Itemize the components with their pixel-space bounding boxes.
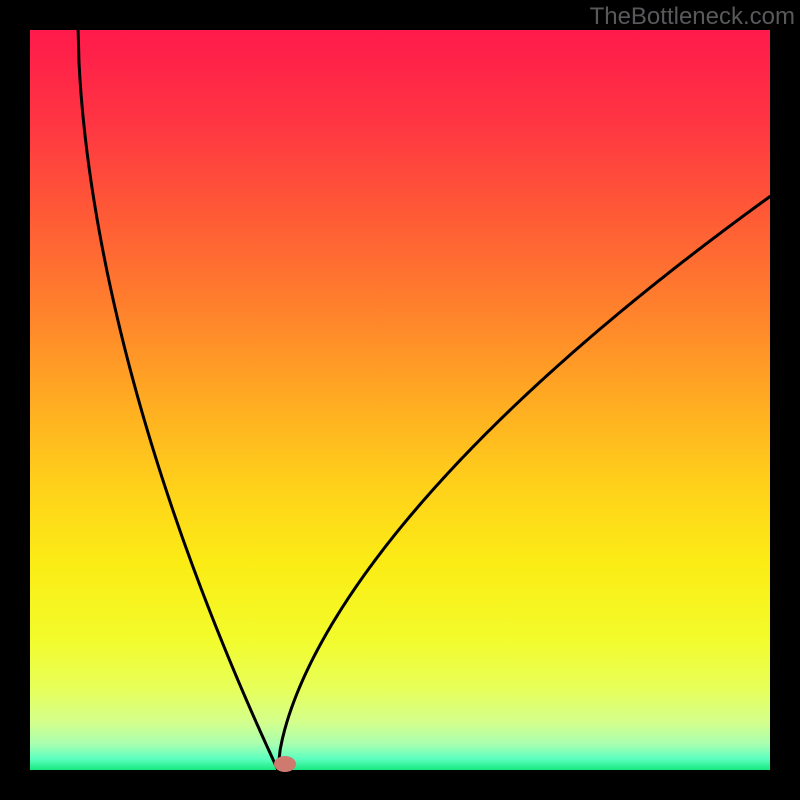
bottleneck-curve-path (78, 30, 770, 770)
chart-frame: TheBottleneck.com (0, 0, 800, 800)
watermark-text: TheBottleneck.com (590, 3, 795, 31)
apex-marker (274, 756, 296, 772)
bottleneck-curve (0, 0, 800, 800)
